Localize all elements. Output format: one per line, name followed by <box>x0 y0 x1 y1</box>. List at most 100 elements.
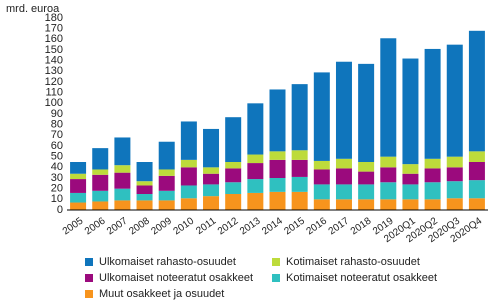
y-tick-label: 140 <box>45 55 63 67</box>
y-tick-label: 120 <box>45 76 63 88</box>
bar-segment <box>92 190 109 202</box>
y-tick-label: 80 <box>51 119 63 131</box>
bar-segment <box>114 137 131 166</box>
bar-segment <box>158 169 175 176</box>
bar-segment <box>225 117 242 162</box>
bar-segment <box>468 30 485 152</box>
legend-label: Muut osakkeet ja osuudet <box>99 288 224 300</box>
bar-segment <box>247 179 264 193</box>
bar-segment <box>291 176 308 192</box>
bar-segment <box>380 199 397 210</box>
bar-segment <box>446 156 463 168</box>
bar-segment <box>335 61 352 159</box>
x-tick-label: 2010 <box>172 215 197 237</box>
bar-segment <box>424 199 441 210</box>
bar-segment <box>247 163 264 180</box>
bar-segment <box>114 200 131 210</box>
legend-swatch <box>85 258 93 266</box>
x-tick-label: 2017 <box>327 215 352 237</box>
bar-segment <box>225 168 242 183</box>
bar-segment <box>180 185 197 199</box>
bar-segment <box>136 200 153 210</box>
x-tick-label: 2007 <box>105 215 130 237</box>
bar-segment <box>291 191 308 210</box>
bar-segment <box>92 148 109 170</box>
bar-segment <box>203 128 220 168</box>
bar-segment <box>402 184 419 200</box>
bar-segment <box>269 191 286 210</box>
bar-segment <box>92 174 109 191</box>
bar-segment <box>158 190 175 201</box>
bar-segment <box>380 167 397 183</box>
bar-segment <box>358 63 375 162</box>
y-tick-label: 30 <box>51 172 63 184</box>
bar-segment <box>269 89 286 152</box>
x-tick-label: 2005 <box>61 215 86 237</box>
bar-segment <box>136 181 153 186</box>
bar-segment <box>402 58 419 165</box>
bar-segment <box>70 173 87 180</box>
bar-segment <box>158 200 175 210</box>
bar-segment <box>446 198 463 210</box>
bar-segment <box>358 184 375 200</box>
bar-segment <box>424 158 441 169</box>
bar-segment <box>92 201 109 210</box>
x-tick-label: 2009 <box>149 215 174 237</box>
bar-segment <box>203 184 220 197</box>
legend-swatch <box>272 274 280 282</box>
bar-segment <box>446 44 463 157</box>
bar-segment <box>291 150 308 160</box>
bar-segment <box>269 178 286 192</box>
bar-segment <box>114 165 131 173</box>
y-tick-label: 90 <box>51 108 63 120</box>
x-tick-label: 2008 <box>127 215 152 237</box>
bar-segment <box>358 199 375 210</box>
bar-segment <box>158 175 175 191</box>
y-tick-label: 0 <box>57 204 63 216</box>
bar-segment <box>468 198 485 210</box>
x-tick-label: 2013 <box>238 215 263 237</box>
bar-segment <box>313 160 330 170</box>
bar-segment <box>358 162 375 172</box>
bar-segment <box>446 167 463 182</box>
bar-segment <box>203 196 220 210</box>
bar-segment <box>313 72 330 161</box>
bar-segment <box>380 156 397 168</box>
bar-segment <box>70 192 87 203</box>
y-tick-label: 130 <box>45 65 63 77</box>
bar-segment <box>313 199 330 210</box>
bar-segment <box>358 171 375 185</box>
bar-segment <box>335 158 352 169</box>
bar-segment <box>70 202 87 210</box>
bar-segment <box>424 48 441 159</box>
y-tick-label: 40 <box>51 161 63 173</box>
bar-segment <box>114 172 131 189</box>
bar-segment <box>70 179 87 193</box>
bar-segment <box>269 151 286 160</box>
bar-segment <box>291 84 308 151</box>
bar-segment <box>247 154 264 164</box>
legend-swatch <box>85 290 93 298</box>
bar-segment <box>402 199 419 210</box>
legend-label: Kotimaiset noteeratut osakkeet <box>286 272 437 284</box>
bar-segment <box>247 103 264 155</box>
x-tick-label: 2015 <box>282 215 307 237</box>
y-tick-label: 160 <box>45 33 63 45</box>
legend-swatch <box>85 274 93 282</box>
y-tick-label: 180 <box>45 12 63 24</box>
bar-segment <box>468 151 485 162</box>
legend-label: Ulkomaiset rahasto-osuudet <box>99 256 236 268</box>
bar-segment <box>203 167 220 174</box>
bar-segment <box>158 141 175 170</box>
y-tick-label: 110 <box>45 87 63 99</box>
legend-swatch <box>272 258 280 266</box>
bar-segment <box>136 185 153 194</box>
bar-segment <box>70 162 87 174</box>
bar-segment <box>225 194 242 210</box>
bar-segment <box>180 167 197 186</box>
bar-segment <box>203 173 220 185</box>
bar-segment <box>180 198 197 210</box>
y-tick-label: 100 <box>45 97 63 109</box>
x-tick-label: 2006 <box>83 215 108 237</box>
bar-segment <box>313 169 330 185</box>
